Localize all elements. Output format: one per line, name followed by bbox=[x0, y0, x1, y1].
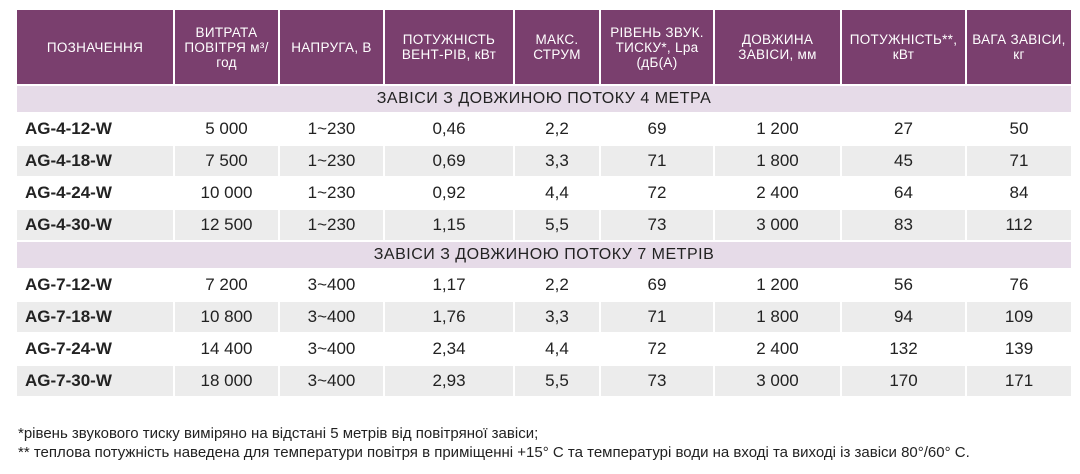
table-cell: 171 bbox=[967, 366, 1071, 396]
table-cell: 0,92 bbox=[385, 178, 513, 208]
table-cell: 1,15 bbox=[385, 210, 513, 240]
header-heat-power: ПОТУЖНІСТЬ**, кВт bbox=[842, 10, 965, 84]
table-cell: 14 400 bbox=[175, 334, 278, 364]
table-cell: 5,5 bbox=[515, 210, 599, 240]
table-cell: 4,4 bbox=[515, 334, 599, 364]
table-row: AG-7-12-W 7 200 3~400 1,17 2,2 69 1 200 … bbox=[17, 270, 1071, 300]
table-cell: 73 bbox=[601, 366, 713, 396]
table-cell: 1 800 bbox=[715, 302, 840, 332]
table-row: AG-4-18-W 7 500 1~230 0,69 3,3 71 1 800 … bbox=[17, 146, 1071, 176]
table-cell: 71 bbox=[967, 146, 1071, 176]
table-cell: 109 bbox=[967, 302, 1071, 332]
table-cell: 132 bbox=[842, 334, 965, 364]
header-designation: ПОЗНАЧЕННЯ bbox=[17, 10, 173, 84]
table-cell: 71 bbox=[601, 302, 713, 332]
table-row: AG-7-30-W 18 000 3~400 2,93 5,5 73 3 000… bbox=[17, 366, 1071, 396]
table-cell: 4,4 bbox=[515, 178, 599, 208]
table-cell: 170 bbox=[842, 366, 965, 396]
table-cell: 0,69 bbox=[385, 146, 513, 176]
header-airflow: ВИТРАТА ПОВІТРЯ м³/год bbox=[175, 10, 278, 84]
table-cell: 0,46 bbox=[385, 114, 513, 144]
table-cell: 84 bbox=[967, 178, 1071, 208]
model-cell: AG-7-30-W bbox=[17, 366, 173, 396]
table-cell: 56 bbox=[842, 270, 965, 300]
table-cell: 3~400 bbox=[280, 270, 383, 300]
table-cell: 3 000 bbox=[715, 366, 840, 396]
model-cell: AG-7-12-W bbox=[17, 270, 173, 300]
table-cell: 1 200 bbox=[715, 114, 840, 144]
header-sound-level: РІВЕНЬ ЗВУК. ТИСКУ*, Lpa (дБ(А) bbox=[601, 10, 713, 84]
table-cell: 3,3 bbox=[515, 146, 599, 176]
table-row: AG-4-30-W 12 500 1~230 1,15 5,5 73 3 000… bbox=[17, 210, 1071, 240]
table-cell: 72 bbox=[601, 178, 713, 208]
header-row: ПОЗНАЧЕННЯ ВИТРАТА ПОВІТРЯ м³/год НАПРУГ… bbox=[17, 10, 1071, 84]
table-cell: 112 bbox=[967, 210, 1071, 240]
table-cell: 2,2 bbox=[515, 114, 599, 144]
table-cell: 1,76 bbox=[385, 302, 513, 332]
table-cell: 50 bbox=[967, 114, 1071, 144]
table-cell: 5 000 bbox=[175, 114, 278, 144]
table-cell: 1~230 bbox=[280, 178, 383, 208]
model-cell: AG-4-18-W bbox=[17, 146, 173, 176]
model-cell: AG-4-30-W bbox=[17, 210, 173, 240]
table-cell: 72 bbox=[601, 334, 713, 364]
table-cell: 1~230 bbox=[280, 114, 383, 144]
table-cell: 2,2 bbox=[515, 270, 599, 300]
table-cell: 27 bbox=[842, 114, 965, 144]
table-cell: 10 000 bbox=[175, 178, 278, 208]
section-title: ЗАВІСИ З ДОВЖИНОЮ ПОТОКУ 7 МЕТРІВ bbox=[17, 242, 1071, 268]
table-cell: 1 200 bbox=[715, 270, 840, 300]
table-cell: 1~230 bbox=[280, 210, 383, 240]
table-cell: 7 500 bbox=[175, 146, 278, 176]
table-cell: 69 bbox=[601, 270, 713, 300]
table-cell: 1,17 bbox=[385, 270, 513, 300]
table-cell: 1 800 bbox=[715, 146, 840, 176]
table-cell: 3 000 bbox=[715, 210, 840, 240]
table-cell: 3,3 bbox=[515, 302, 599, 332]
spec-table: ПОЗНАЧЕННЯ ВИТРАТА ПОВІТРЯ м³/год НАПРУГ… bbox=[15, 8, 1073, 398]
section-title: ЗАВІСИ З ДОВЖИНОЮ ПОТОКУ 4 МЕТРА bbox=[17, 86, 1071, 112]
model-cell: AG-4-24-W bbox=[17, 178, 173, 208]
table-cell: 2 400 bbox=[715, 178, 840, 208]
header-max-current: МАКС. СТРУМ bbox=[515, 10, 599, 84]
table-cell: 5,5 bbox=[515, 366, 599, 396]
model-cell: AG-7-24-W bbox=[17, 334, 173, 364]
table-cell: 83 bbox=[842, 210, 965, 240]
table-cell: 12 500 bbox=[175, 210, 278, 240]
footnote-heat: ** теплова потужність наведена для темпе… bbox=[18, 444, 970, 461]
table-cell: 94 bbox=[842, 302, 965, 332]
table-cell: 76 bbox=[967, 270, 1071, 300]
header-weight: ВАГА ЗАВІСИ, кг bbox=[967, 10, 1071, 84]
table-cell: 71 bbox=[601, 146, 713, 176]
model-cell: AG-4-12-W bbox=[17, 114, 173, 144]
table-cell: 18 000 bbox=[175, 366, 278, 396]
table-cell: 64 bbox=[842, 178, 965, 208]
header-fan-power: ПОТУЖНІСТЬ ВЕНТ-РІВ, кВт bbox=[385, 10, 513, 84]
model-cell: AG-7-18-W bbox=[17, 302, 173, 332]
table-row: AG-4-12-W 5 000 1~230 0,46 2,2 69 1 200 … bbox=[17, 114, 1071, 144]
table-row: AG-7-18-W 10 800 3~400 1,76 3,3 71 1 800… bbox=[17, 302, 1071, 332]
footnotes: *рівень звукового тиску виміряно на відс… bbox=[18, 424, 970, 462]
table-cell: 7 200 bbox=[175, 270, 278, 300]
spec-table-container: ПОЗНАЧЕННЯ ВИТРАТА ПОВІТРЯ м³/год НАПРУГ… bbox=[17, 8, 1071, 398]
section-row-7m: ЗАВІСИ З ДОВЖИНОЮ ПОТОКУ 7 МЕТРІВ bbox=[17, 242, 1071, 268]
table-cell: 139 bbox=[967, 334, 1071, 364]
table-cell: 3~400 bbox=[280, 334, 383, 364]
table-cell: 2,93 bbox=[385, 366, 513, 396]
table-row: AG-4-24-W 10 000 1~230 0,92 4,4 72 2 400… bbox=[17, 178, 1071, 208]
table-cell: 2,34 bbox=[385, 334, 513, 364]
table-cell: 3~400 bbox=[280, 366, 383, 396]
table-cell: 45 bbox=[842, 146, 965, 176]
footnote-sound: *рівень звукового тиску виміряно на відс… bbox=[18, 425, 539, 442]
section-row-4m: ЗАВІСИ З ДОВЖИНОЮ ПОТОКУ 4 МЕТРА bbox=[17, 86, 1071, 112]
table-cell: 10 800 bbox=[175, 302, 278, 332]
table-cell: 1~230 bbox=[280, 146, 383, 176]
table-cell: 2 400 bbox=[715, 334, 840, 364]
header-length: ДОВЖИНА ЗАВІСИ, мм bbox=[715, 10, 840, 84]
table-cell: 3~400 bbox=[280, 302, 383, 332]
table-row: AG-7-24-W 14 400 3~400 2,34 4,4 72 2 400… bbox=[17, 334, 1071, 364]
header-voltage: НАПРУГА, В bbox=[280, 10, 383, 84]
table-cell: 73 bbox=[601, 210, 713, 240]
table-cell: 69 bbox=[601, 114, 713, 144]
